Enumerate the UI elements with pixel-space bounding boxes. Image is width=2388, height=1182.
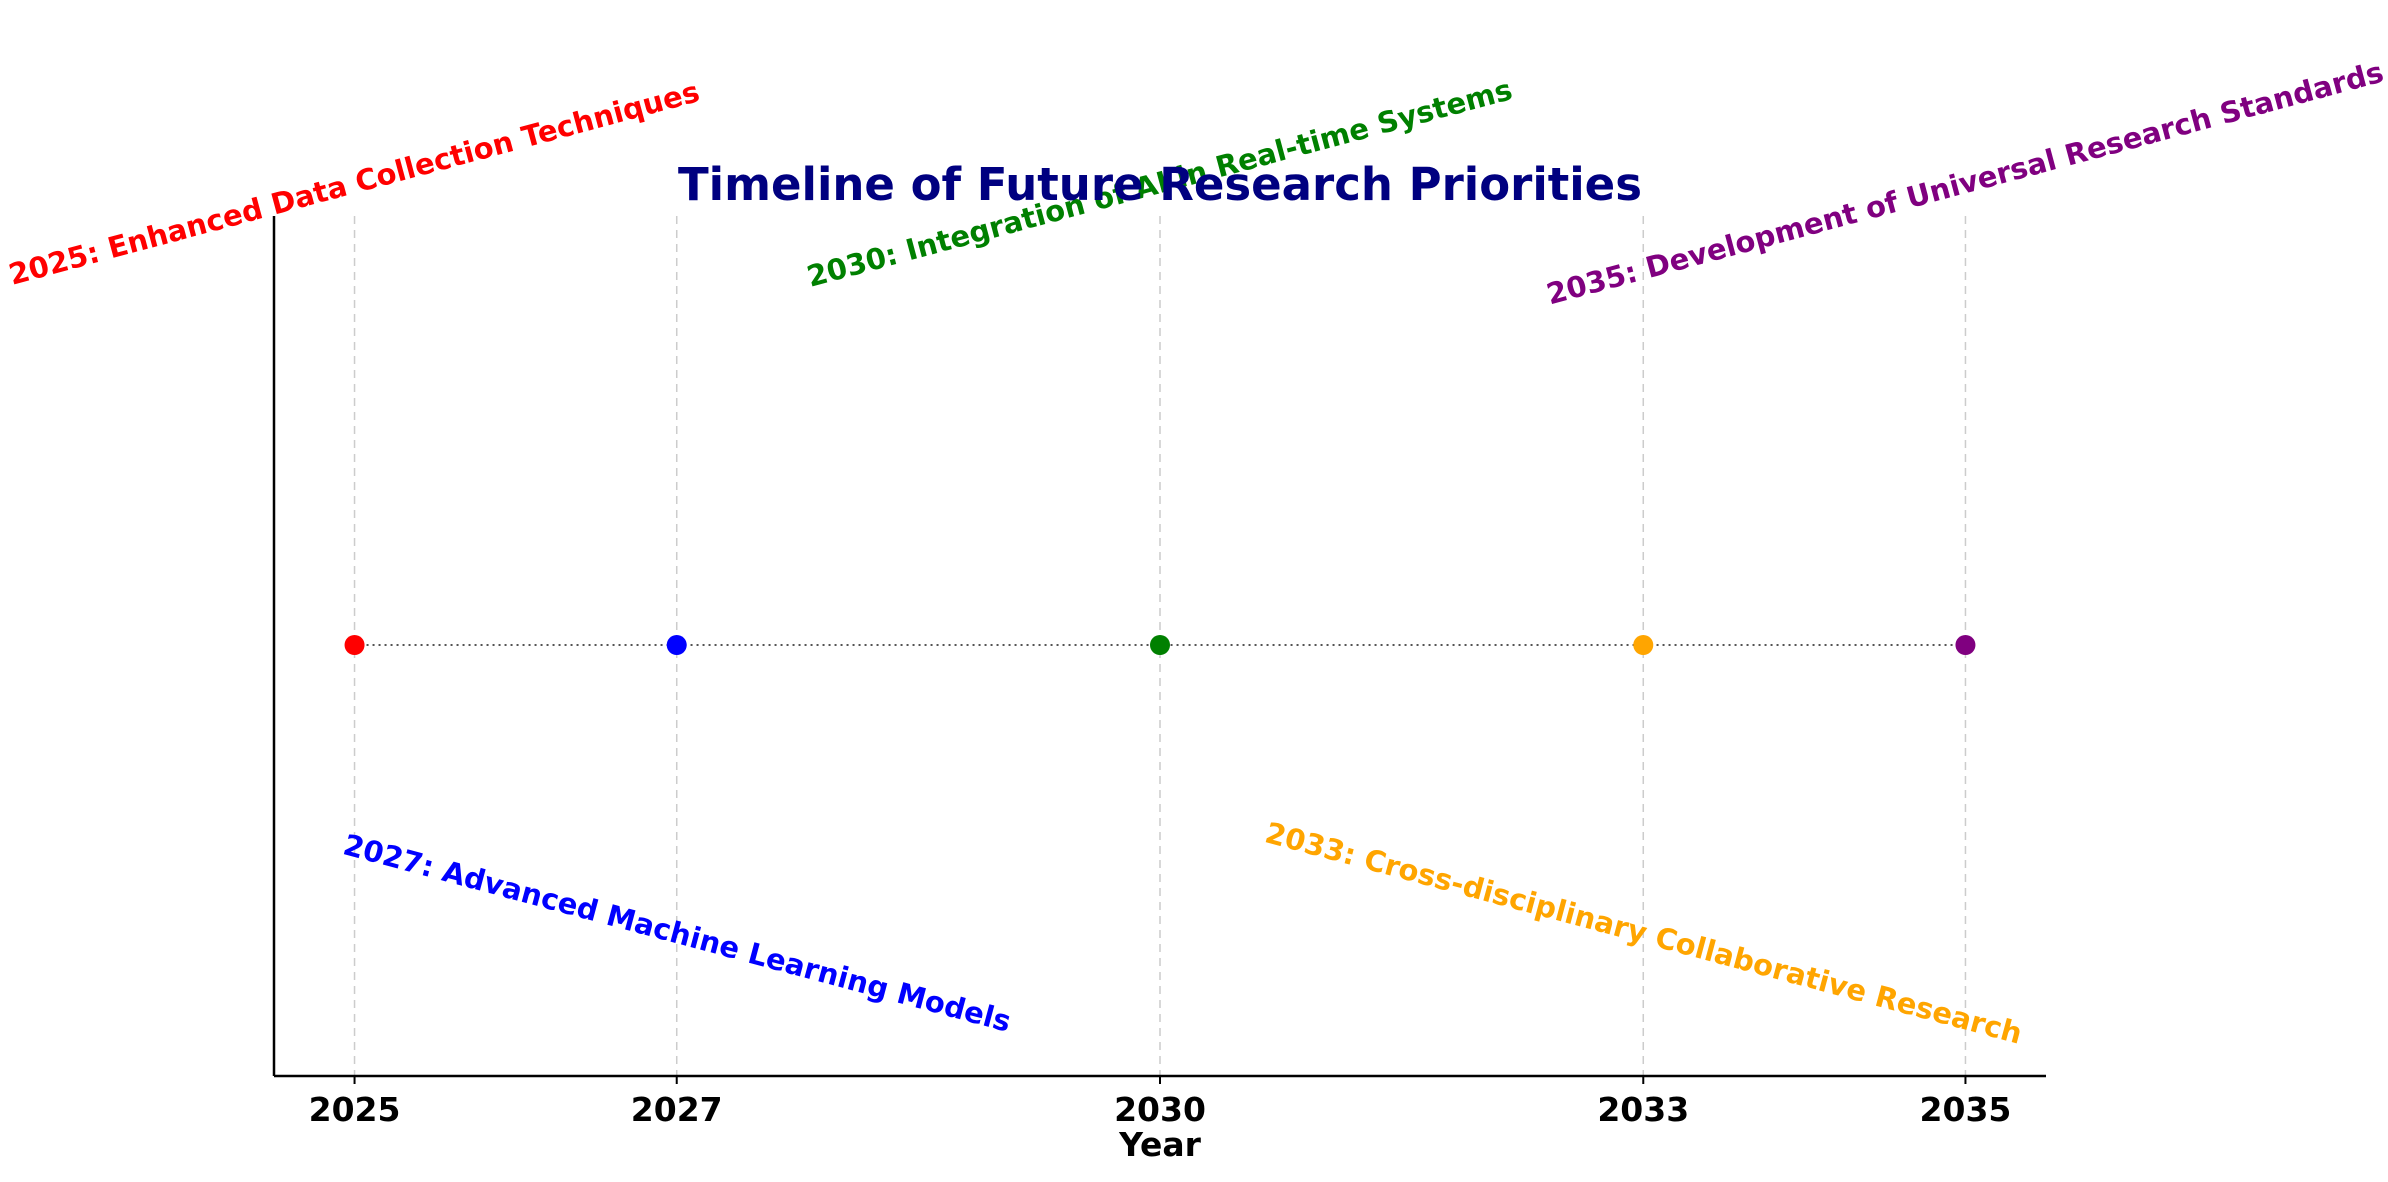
x-tick-label: 2035 bbox=[1920, 1090, 2012, 1129]
x-axis-title: Year bbox=[1118, 1125, 1202, 1164]
event-marker bbox=[1955, 635, 1976, 655]
x-tick-label: 2033 bbox=[1597, 1090, 1689, 1129]
event-marker bbox=[344, 635, 365, 655]
x-axis-ticks: 2025 2027 2030 2033 2035 bbox=[309, 1076, 2012, 1129]
x-tick-label: 2025 bbox=[309, 1090, 401, 1129]
event-marker bbox=[666, 635, 687, 655]
x-tick-label: 2027 bbox=[631, 1090, 723, 1129]
event-marker bbox=[1150, 635, 1170, 655]
x-tick-label: 2030 bbox=[1114, 1090, 1206, 1129]
grid-lines bbox=[353, 216, 1967, 1076]
event-marker bbox=[1633, 635, 1654, 655]
event-markers bbox=[344, 635, 1976, 655]
chart-title: Timeline of Future Research Priorities bbox=[678, 158, 1642, 211]
